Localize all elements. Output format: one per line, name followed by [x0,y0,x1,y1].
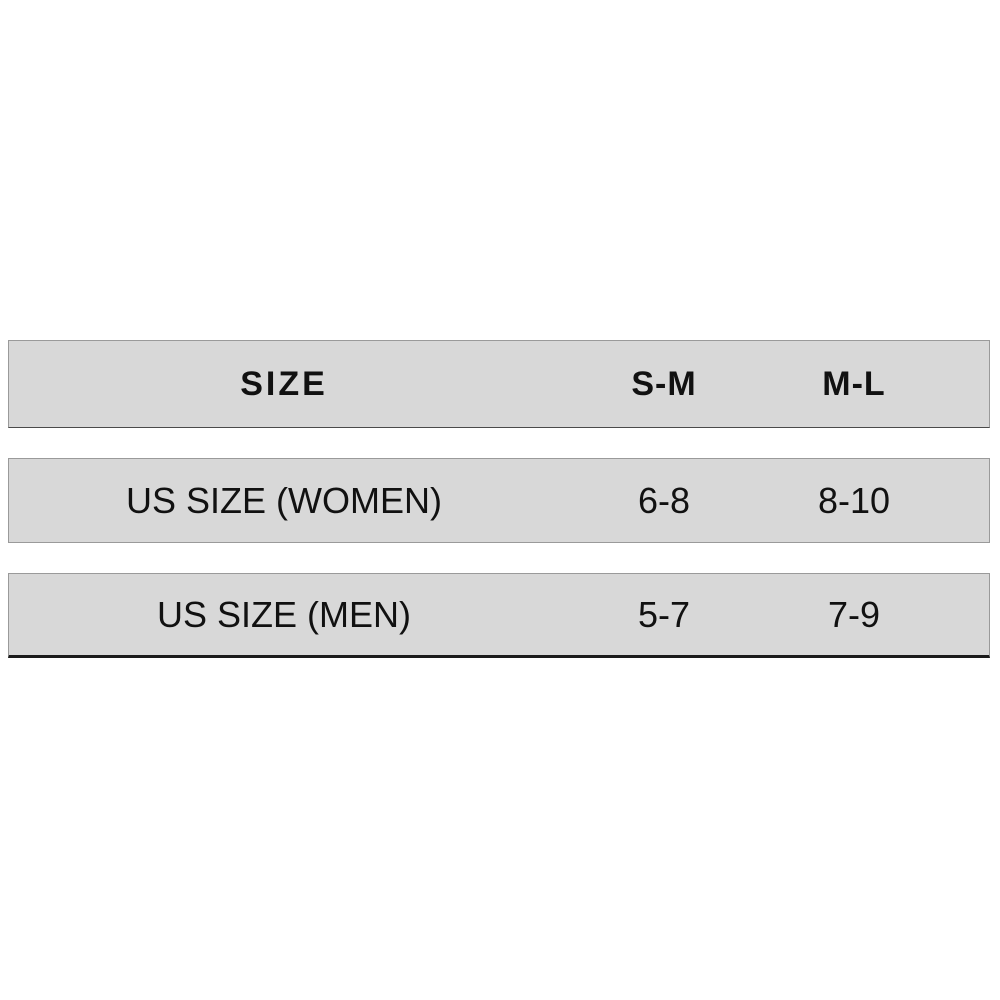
column-header-size: SIZE [240,364,328,403]
size-chart-table: SIZE S-M M-L US SIZE (WOMEN) 6-8 8-10 US… [8,340,990,658]
table-row: US SIZE (MEN) 5-7 7-9 [8,573,990,658]
row-label-us-size-men: US SIZE (MEN) [156,593,411,635]
column-header-m-l: M-L [822,364,886,403]
cell-women-m-l: 8-10 [817,479,891,521]
row-label-us-size-women: US SIZE (WOMEN) [126,479,442,521]
cell-men-s-m: 5-7 [637,593,691,635]
row-separator [8,543,990,573]
table-header-row: SIZE S-M M-L [8,340,990,428]
cell-women-s-m: 6-8 [637,479,691,521]
table-row: US SIZE (WOMEN) 6-8 8-10 [8,458,990,543]
column-header-s-m: S-M [631,364,697,403]
row-separator [8,428,990,458]
cell-men-m-l: 7-9 [827,593,881,635]
